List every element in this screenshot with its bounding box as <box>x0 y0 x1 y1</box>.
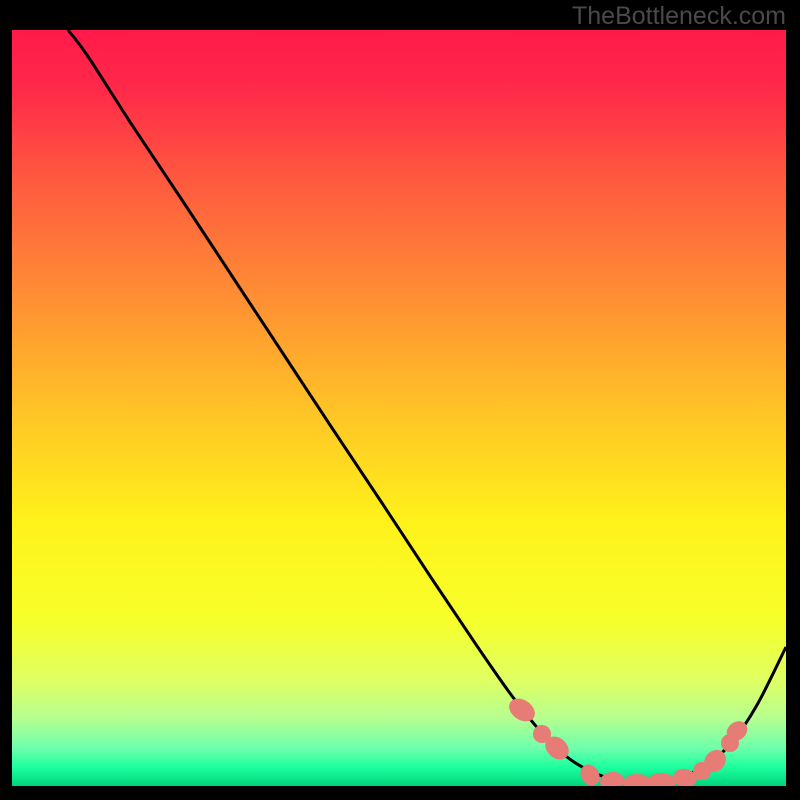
frame-border <box>786 0 800 800</box>
frame-border <box>0 0 12 800</box>
frame-border <box>0 786 800 800</box>
watermark-text: TheBottleneck.com <box>572 2 786 31</box>
bottleneck-chart <box>0 0 800 800</box>
gradient-background <box>12 30 786 786</box>
